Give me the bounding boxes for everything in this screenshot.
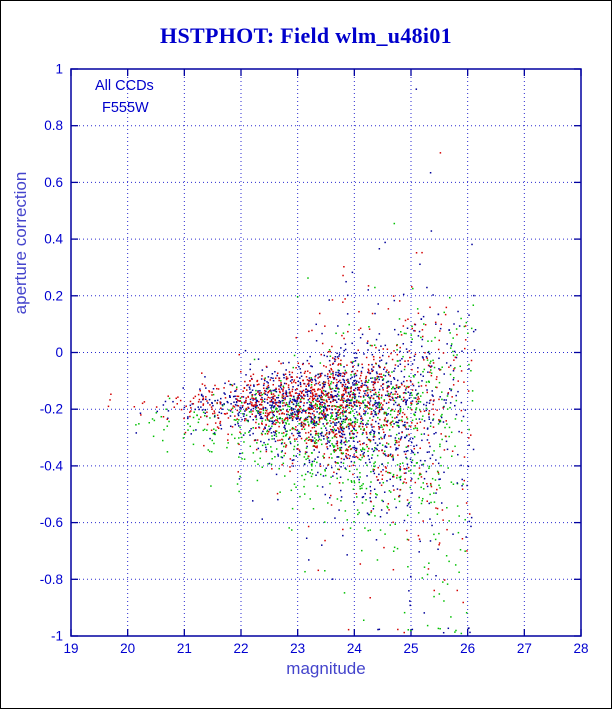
y-tick-label: -0.8 [40, 572, 63, 587]
y-tick-label: 0.4 [44, 232, 63, 247]
x-tick-label: 27 [517, 641, 532, 656]
annotation-filter-f555w: F555W [102, 100, 149, 116]
y-tick-label: 0.8 [44, 118, 63, 133]
x-tick-label: 24 [347, 641, 363, 656]
grid-lines [71, 69, 581, 636]
y-tick-label: 0.2 [44, 288, 63, 303]
x-tick-label: 19 [63, 641, 78, 656]
x-tick-label: 25 [403, 641, 418, 656]
series-points-chip-green [135, 222, 475, 635]
y-axis-label: aperture correction [11, 171, 30, 315]
y-tick-label: -1 [51, 629, 63, 644]
series-points-chip-red [107, 152, 473, 634]
y-tick-labels: -1 -0.8 -0.6 -0.4 -0.2 0 0.2 0.4 0.6 0.8 1 [40, 62, 64, 644]
x-tick-labels: 19 20 21 22 23 24 25 26 27 28 [63, 641, 588, 656]
annotation-all-ccds: All CCDs [95, 78, 154, 94]
x-tick-label: 22 [233, 641, 248, 656]
y-tick-label: -0.6 [40, 515, 63, 530]
x-tick-label: 28 [573, 641, 588, 656]
x-tick-label: 21 [177, 641, 192, 656]
y-tick-label: -0.2 [40, 402, 63, 417]
figure-title: HSTPHOT: Field wlm_u48i01 [160, 23, 452, 48]
y-tick-label: -0.4 [40, 458, 64, 473]
x-tick-label: 23 [290, 641, 305, 656]
x-tick-label: 26 [460, 641, 475, 656]
y-tick-label: 1 [55, 62, 63, 77]
series-points-chip-blue [135, 88, 477, 634]
plot-frame [70, 68, 582, 637]
x-tick-label: 20 [120, 641, 135, 656]
y-tick-label: 0 [55, 345, 63, 360]
x-axis-label: magnitude [286, 659, 366, 678]
y-tick-label: 0.6 [44, 175, 63, 190]
